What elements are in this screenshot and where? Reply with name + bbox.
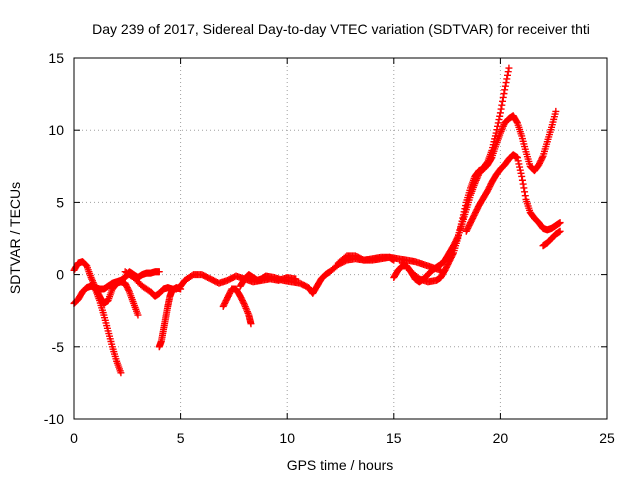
data-point bbox=[514, 157, 522, 165]
data-point bbox=[521, 188, 529, 196]
x-tick-label: 5 bbox=[177, 430, 185, 446]
data-point bbox=[240, 299, 248, 307]
y-tick-label: 0 bbox=[56, 267, 64, 283]
x-tick-label: 25 bbox=[599, 430, 615, 446]
y-tick-label: -5 bbox=[52, 339, 65, 355]
axis-ticks bbox=[73, 57, 608, 420]
series-track-11 bbox=[462, 151, 564, 235]
data-point bbox=[177, 285, 185, 293]
x-axis-label: GPS time / hours bbox=[287, 457, 394, 473]
series-track-10 bbox=[398, 107, 560, 286]
data-point bbox=[498, 101, 506, 109]
data-point bbox=[125, 286, 133, 294]
series-track-5 bbox=[155, 284, 185, 351]
data-point bbox=[519, 180, 527, 188]
y-tick-label: -10 bbox=[44, 411, 64, 427]
data-point bbox=[487, 155, 495, 163]
data-point bbox=[501, 82, 509, 90]
y-tick-label: 10 bbox=[48, 122, 64, 138]
data-point bbox=[552, 107, 560, 115]
data-point bbox=[495, 116, 503, 124]
data-point bbox=[516, 163, 524, 171]
data-point bbox=[459, 214, 467, 222]
data-point bbox=[501, 86, 509, 94]
series-track-8 bbox=[334, 252, 398, 267]
data-point bbox=[500, 90, 508, 98]
data-point bbox=[515, 160, 523, 168]
data-point bbox=[556, 227, 564, 235]
data-point bbox=[517, 169, 525, 177]
data-point bbox=[504, 68, 512, 76]
x-tick-label: 0 bbox=[70, 430, 78, 446]
data-point bbox=[518, 172, 526, 180]
series-track-3 bbox=[91, 285, 125, 377]
data-point bbox=[461, 205, 469, 213]
data-point bbox=[390, 256, 398, 264]
data-point bbox=[459, 211, 467, 219]
y-tick-label: 5 bbox=[56, 194, 64, 210]
data-point bbox=[155, 268, 163, 276]
data-point bbox=[520, 184, 528, 192]
data-point bbox=[496, 109, 504, 117]
data-point bbox=[134, 311, 142, 319]
data-point bbox=[556, 219, 564, 227]
data-point bbox=[460, 208, 468, 216]
series-track-12 bbox=[539, 227, 564, 250]
y-axis-label: SDTVAR / TECUs bbox=[7, 182, 23, 294]
x-tick-label: 10 bbox=[279, 430, 295, 446]
x-tick-label: 15 bbox=[386, 430, 402, 446]
data-point bbox=[497, 105, 505, 113]
x-tick-labels: 0 5 10 15 20 25 bbox=[70, 430, 615, 446]
data-point bbox=[504, 71, 512, 79]
data-point bbox=[538, 154, 546, 162]
y-tick-label: 15 bbox=[48, 50, 64, 66]
data-point bbox=[505, 64, 513, 72]
grid bbox=[74, 58, 607, 419]
data-point bbox=[499, 93, 507, 101]
data-point bbox=[494, 119, 502, 127]
data-point bbox=[503, 75, 511, 83]
data-point bbox=[502, 79, 510, 87]
data-point bbox=[516, 166, 524, 174]
data-point bbox=[521, 192, 529, 200]
plot-frame bbox=[73, 57, 608, 420]
data-point bbox=[518, 176, 526, 184]
data-point bbox=[513, 154, 521, 162]
data-point bbox=[496, 112, 504, 120]
data-point bbox=[458, 217, 466, 225]
series-track-6 bbox=[219, 285, 255, 328]
data-point bbox=[247, 320, 255, 328]
data-marks bbox=[70, 64, 564, 377]
data-point bbox=[449, 250, 457, 258]
data-point bbox=[462, 202, 470, 210]
chart-title: Day 239 of 2017, Sidereal Day-to-day VTE… bbox=[92, 21, 590, 37]
y-tick-labels: -10 -5 0 5 10 15 bbox=[44, 50, 64, 427]
data-point bbox=[513, 118, 521, 126]
data-point bbox=[117, 369, 125, 377]
x-tick-label: 20 bbox=[493, 430, 509, 446]
data-point bbox=[499, 97, 507, 105]
series-track-2 bbox=[70, 268, 163, 307]
